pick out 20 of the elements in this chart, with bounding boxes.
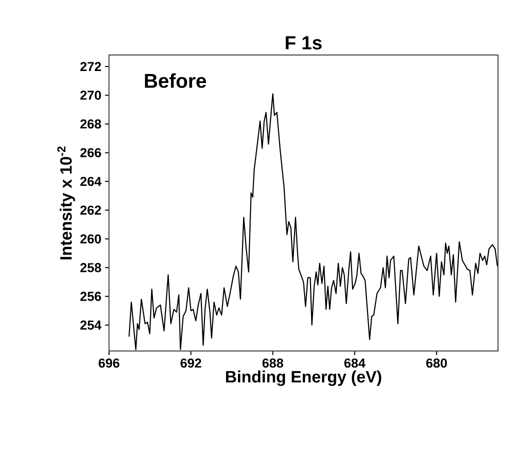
y-tick-label: 268 [80, 119, 102, 129]
y-tick-label: 258 [80, 263, 102, 272]
x-tick-label: 696 [98, 358, 120, 368]
y-tick-label: 266 [80, 148, 102, 158]
y-tick-label: 256 [80, 292, 102, 301]
chart-title: F 1s [286, 36, 322, 50]
y-tick-label: 264 [80, 176, 102, 186]
annotation: Before [144, 73, 206, 88]
x-tick-label: 692 [180, 358, 202, 368]
y-axis-title: Intensity x 10$^{-2}$ [57, 146, 76, 260]
y-tick-label: 260 [80, 234, 101, 244]
x-axis-title: Binding Energy (eV) [226, 370, 382, 386]
x-tick-label: 680 [426, 358, 447, 368]
line-series [128, 93, 498, 350]
y-tick-label: 254 [80, 320, 102, 330]
x-tick-label: 688 [262, 358, 284, 368]
y-tick-label: 270 [80, 90, 101, 100]
y-tick-label: 262 [80, 206, 101, 215]
x-tick-label: 684 [344, 358, 366, 368]
y-tick-label: 272 [80, 62, 101, 71]
